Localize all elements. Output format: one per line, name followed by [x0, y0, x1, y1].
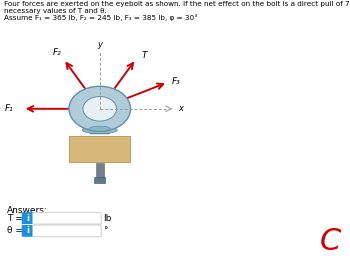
Text: θ: θ: [88, 90, 92, 99]
Text: Four forces are exerted on the eyebolt as shown. If the net effect on the bolt i: Four forces are exerted on the eyebolt a…: [4, 1, 350, 7]
Text: i: i: [26, 214, 29, 223]
Bar: [69, 136, 130, 162]
Text: necessary values of T and θ.: necessary values of T and θ.: [4, 8, 106, 14]
Text: Assume F₁ = 365 lb, F₂ = 245 lb, F₃ = 385 lb, φ = 30°: Assume F₁ = 365 lb, F₂ = 245 lb, F₃ = 38…: [4, 14, 197, 21]
Text: F₂: F₂: [53, 48, 62, 57]
Text: Answers:: Answers:: [7, 206, 48, 215]
Text: y: y: [97, 40, 102, 49]
Text: T =: T =: [7, 214, 23, 223]
FancyBboxPatch shape: [33, 212, 101, 224]
FancyBboxPatch shape: [33, 225, 101, 237]
Text: φ: φ: [118, 112, 123, 121]
Text: θ =: θ =: [7, 226, 23, 236]
Text: x: x: [178, 104, 183, 113]
Circle shape: [83, 97, 117, 121]
Bar: [96, 163, 104, 179]
Circle shape: [69, 86, 131, 131]
Text: F₁: F₁: [5, 104, 14, 113]
Text: i: i: [26, 226, 29, 236]
Text: F₃: F₃: [172, 77, 181, 86]
Ellipse shape: [89, 126, 110, 131]
Polygon shape: [90, 120, 109, 134]
Bar: [94, 177, 105, 183]
Text: °: °: [103, 226, 107, 236]
FancyBboxPatch shape: [22, 212, 34, 224]
Text: lb: lb: [103, 214, 111, 223]
Text: C: C: [320, 227, 341, 256]
FancyBboxPatch shape: [22, 225, 34, 237]
Text: φ: φ: [107, 91, 112, 100]
Ellipse shape: [82, 126, 117, 134]
Text: T: T: [141, 51, 147, 60]
